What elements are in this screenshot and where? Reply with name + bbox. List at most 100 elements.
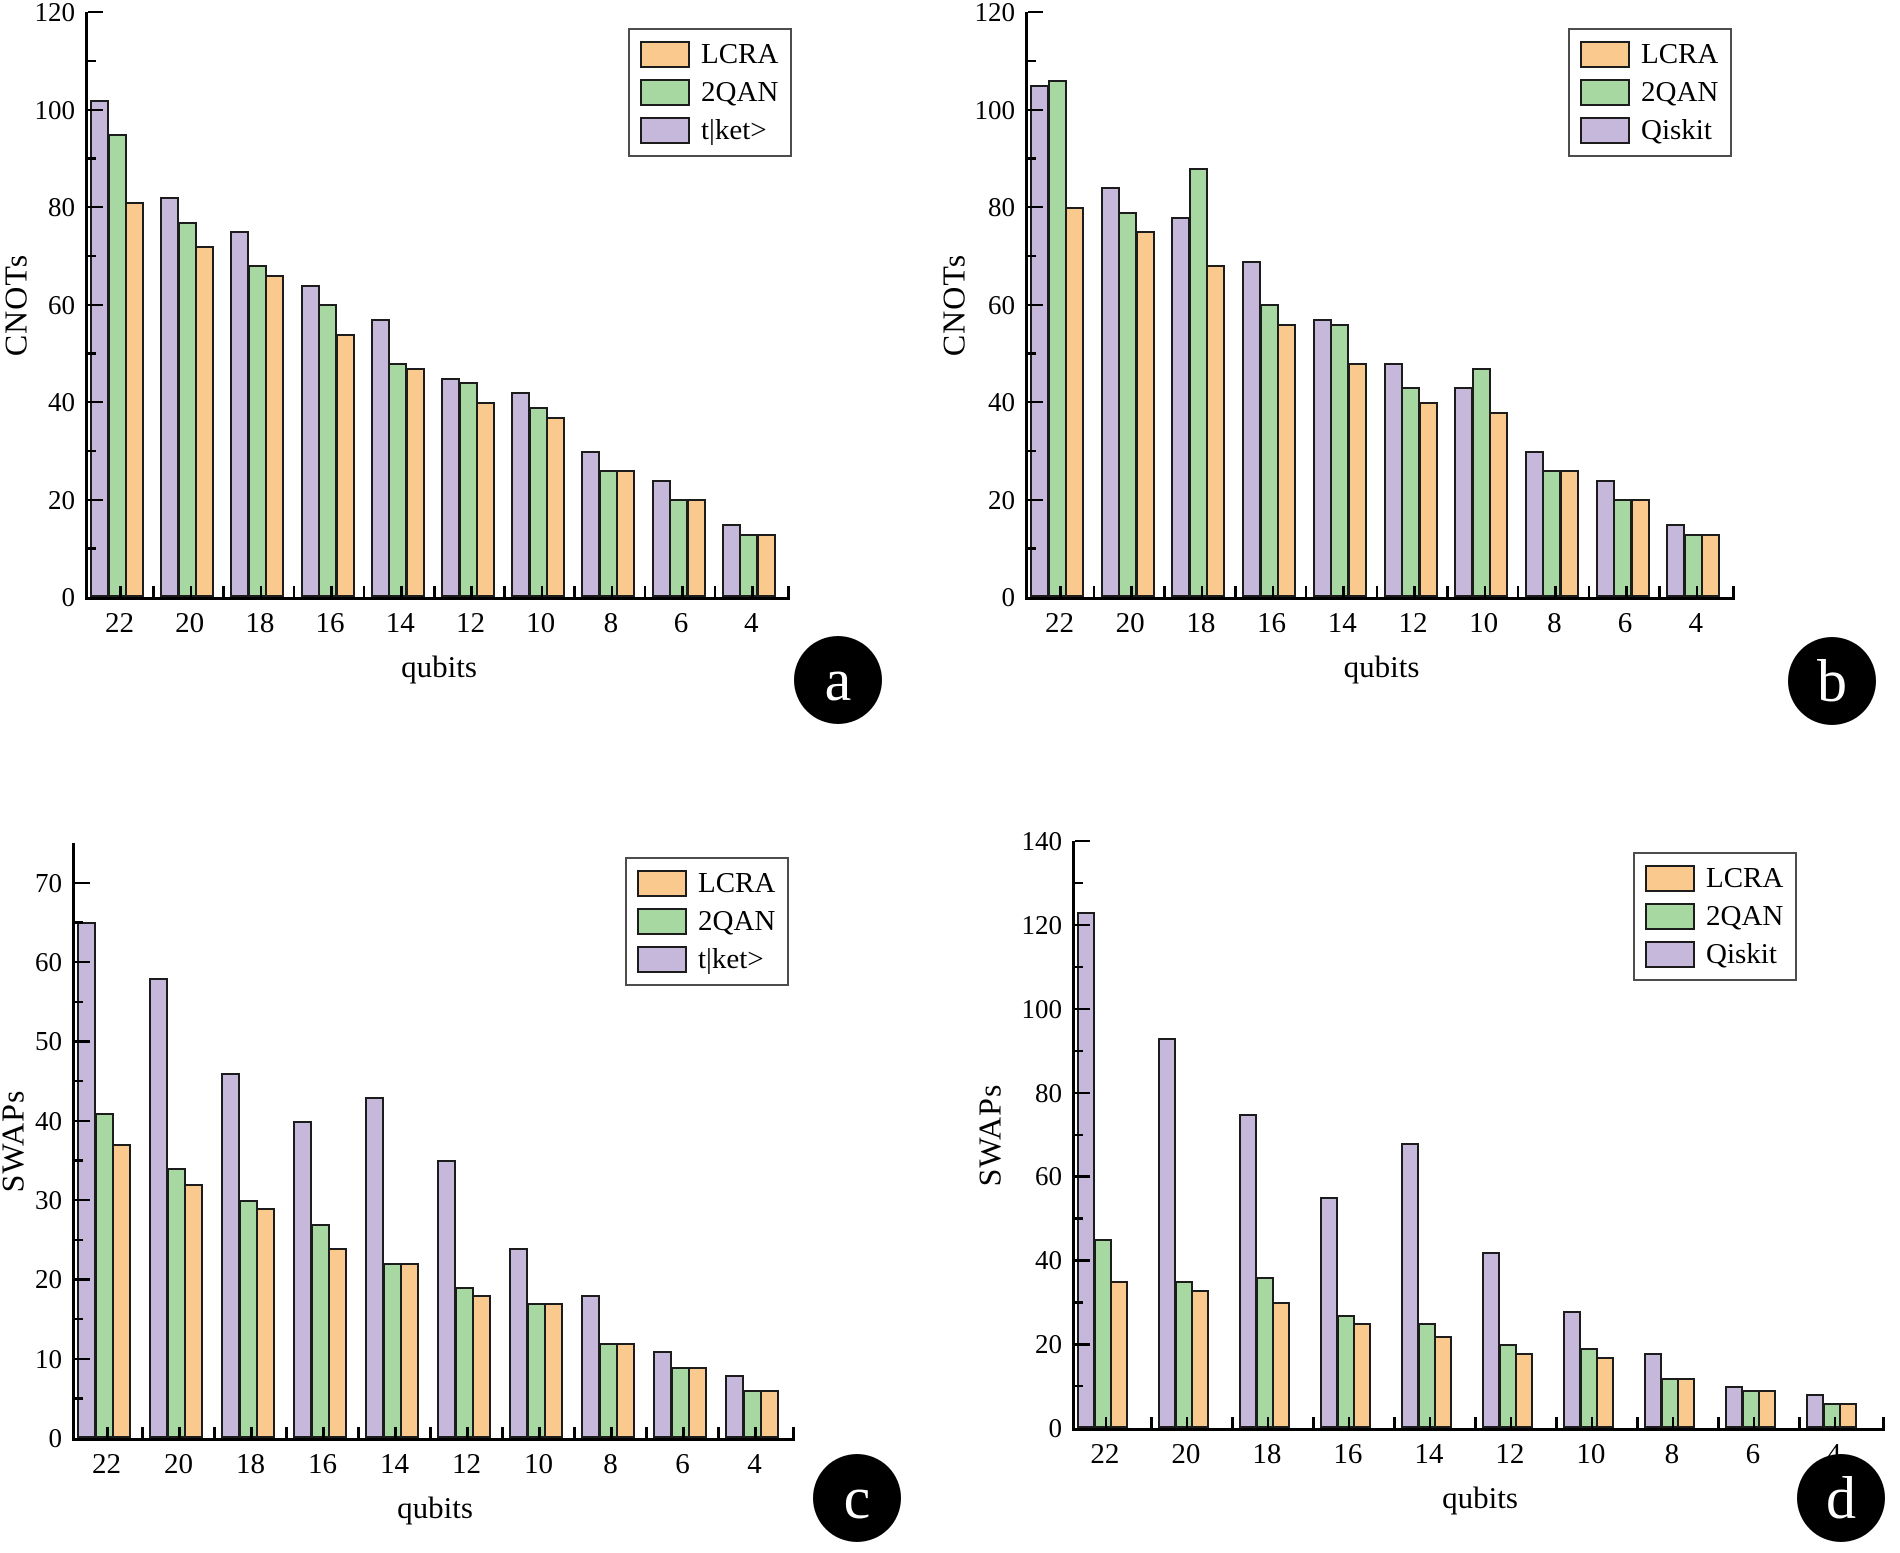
y-major-tick xyxy=(75,1278,90,1281)
x-tick-label: 16 xyxy=(315,607,345,639)
x-axis-title: qubits xyxy=(1343,649,1420,684)
y-minor-tick xyxy=(1075,1385,1083,1388)
legend-label-Qiskit: Qiskit xyxy=(1641,114,1712,146)
x-boundary-tick xyxy=(1798,1417,1801,1428)
y-major-tick xyxy=(88,498,103,501)
x-boundary-tick xyxy=(1636,1417,1639,1428)
panel-label-circle-c: c xyxy=(813,1454,901,1542)
x-boundary-tick xyxy=(222,586,225,597)
x-boundary-tick xyxy=(501,1427,504,1438)
legend-swatch-2QAN xyxy=(637,908,687,935)
x-boundary-tick xyxy=(1150,1417,1153,1428)
bar-LCRA-q4 xyxy=(1839,1403,1857,1428)
y-major-tick xyxy=(75,1357,90,1361)
x-boundary-tick xyxy=(503,586,506,597)
x-boundary-tick xyxy=(1474,1417,1477,1428)
legend-row-LCRA: LCRA xyxy=(1580,39,1718,70)
x-tick-label: 18 xyxy=(235,1448,265,1480)
y-major-tick xyxy=(1028,11,1043,14)
plot-area-a xyxy=(85,12,790,600)
bar-2QAN-q4 xyxy=(1822,1403,1841,1428)
bar-LCRA-q22 xyxy=(1065,207,1084,597)
bar-LCRA-q8 xyxy=(1677,1378,1695,1428)
y-tick-label: 40 xyxy=(988,387,1015,417)
bar-LCRA-q20 xyxy=(1135,231,1155,597)
bar-Qiskit-q20 xyxy=(1158,1038,1176,1428)
y-major-tick xyxy=(1075,1259,1090,1262)
x-tick-label: 20 xyxy=(163,1448,193,1480)
y-major-tick xyxy=(75,1119,90,1123)
bar-2QAN-q18 xyxy=(1255,1277,1274,1428)
bar-2QAN-q8 xyxy=(1660,1378,1679,1428)
x-minor-tick xyxy=(119,586,123,597)
legend-label-Qiskit: Qiskit xyxy=(1706,938,1777,970)
x-minor-tick xyxy=(1200,586,1204,597)
y-major-tick xyxy=(1028,108,1043,111)
bar-LCRA-q8 xyxy=(616,470,636,597)
y-tick-label: 20 xyxy=(988,484,1015,515)
x-minor-tick xyxy=(540,586,544,597)
bar-LCRA-q6 xyxy=(1630,499,1650,597)
panel-label-circle-d: d xyxy=(1797,1454,1885,1542)
y-major-tick xyxy=(1028,498,1043,501)
x-boundary-tick xyxy=(1516,586,1520,597)
x-boundary-tick xyxy=(792,1427,795,1438)
y-minor-tick xyxy=(1075,1217,1083,1220)
bar-LCRA-q6 xyxy=(1758,1390,1776,1428)
legend-label-LCRA: LCRA xyxy=(698,867,776,899)
y-tick-label: 20 xyxy=(35,1264,62,1295)
y-tick-label: 60 xyxy=(35,947,62,977)
x-tick-label: 12 xyxy=(1495,1438,1525,1470)
y-minor-tick xyxy=(75,1080,83,1083)
x-boundary-tick xyxy=(152,586,155,597)
x-boundary-tick xyxy=(1587,586,1591,597)
bar-LCRA-q4 xyxy=(1701,534,1721,597)
y-minor-tick xyxy=(1075,1133,1083,1136)
y-tick-label: 80 xyxy=(1035,1077,1062,1108)
x-tick-label: 16 xyxy=(1257,607,1287,639)
x-tick-label: 12 xyxy=(455,607,485,639)
bar-LCRA-q22 xyxy=(112,1144,131,1438)
x-tick-label: 20 xyxy=(175,607,205,639)
legend-swatch-t|ket> xyxy=(637,946,687,973)
legend: LCRA 2QAN Qiskit xyxy=(1568,28,1733,157)
y-tick-label: 40 xyxy=(48,387,75,417)
y-minor-tick xyxy=(1028,59,1036,63)
x-tick-label: 12 xyxy=(1398,607,1428,639)
x-boundary-tick xyxy=(285,1427,288,1438)
y-major-tick xyxy=(88,108,103,111)
y-major-tick xyxy=(1075,923,1090,927)
legend-label-t|ket>: t|ket> xyxy=(698,943,764,975)
x-boundary-tick xyxy=(1732,586,1735,597)
y-major-tick xyxy=(1028,401,1043,404)
panel-label-letter: b xyxy=(1817,648,1847,714)
x-boundary-tick xyxy=(213,1427,216,1438)
panel-label-letter: a xyxy=(824,647,852,713)
y-tick-label: 0 xyxy=(1001,582,1016,612)
bar-LCRA-q4 xyxy=(760,1390,779,1438)
x-boundary-tick xyxy=(1393,1417,1396,1428)
y-minor-tick xyxy=(88,352,96,355)
x-tick-label: 10 xyxy=(523,1448,553,1480)
x-minor-tick xyxy=(259,586,263,597)
y-major-tick xyxy=(75,1199,90,1202)
bar-LCRA-q14 xyxy=(1347,363,1367,597)
x-minor-tick xyxy=(106,1427,110,1438)
bar-2QAN-q12 xyxy=(1498,1344,1517,1428)
x-minor-tick xyxy=(1695,586,1699,597)
y-tick-label: 100 xyxy=(34,94,76,125)
legend-swatch-2QAN xyxy=(1580,79,1630,106)
y-minor-tick xyxy=(88,254,96,258)
y-tick-label: 80 xyxy=(988,192,1015,222)
y-tick-label: 0 xyxy=(48,1423,63,1453)
x-tick-label: 22 xyxy=(104,607,134,639)
bar-Qiskit-q12 xyxy=(1482,1252,1500,1428)
y-major-tick xyxy=(1075,1343,1090,1346)
x-minor-tick xyxy=(1554,586,1557,597)
legend-row-LCRA: LCRA xyxy=(640,39,778,70)
x-minor-tick xyxy=(1625,586,1628,597)
x-minor-tick xyxy=(1185,1417,1189,1428)
